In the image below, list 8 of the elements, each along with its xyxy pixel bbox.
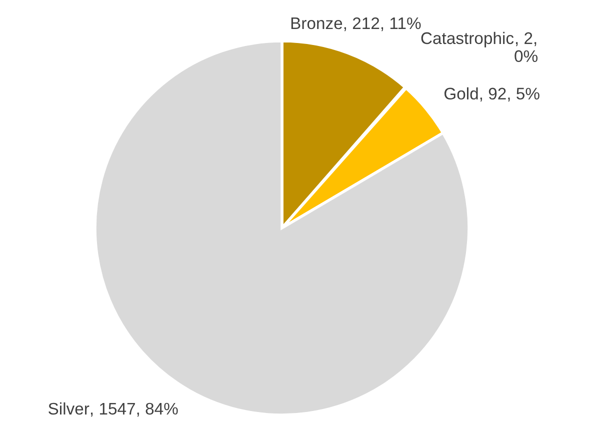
data-label: , 92, 5% bbox=[480, 88, 540, 102]
slice-label: Gold bbox=[444, 87, 478, 100]
data-label: , 212, 11% bbox=[344, 17, 421, 32]
slice-label: Bronze bbox=[291, 18, 342, 30]
data-label: , 1547, 84% bbox=[90, 402, 178, 417]
data-label: , 2, 0% bbox=[514, 32, 538, 62]
slice-label: Catastrophic bbox=[421, 32, 514, 48]
slice-label: Silver bbox=[48, 402, 90, 415]
